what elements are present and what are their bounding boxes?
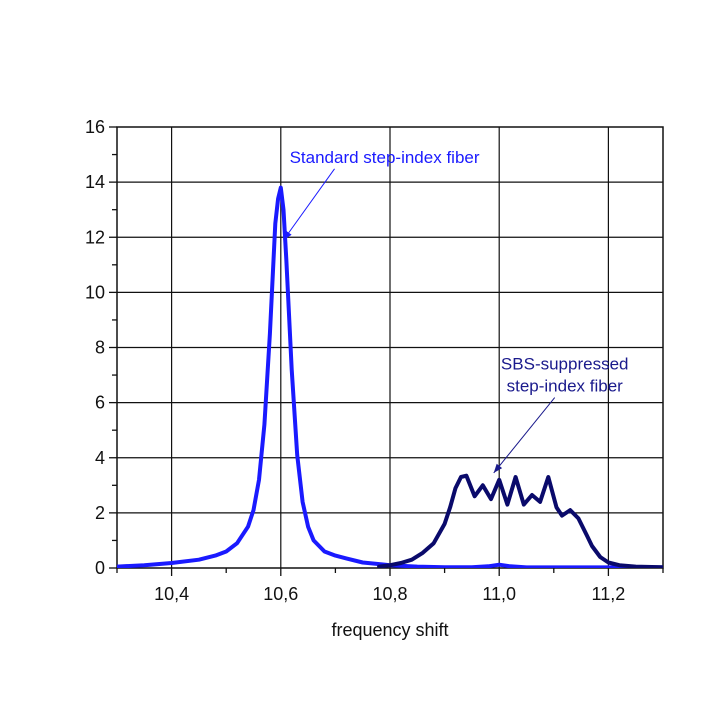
- x-tick-label: 10,6: [263, 584, 298, 604]
- annotation-label-1: Standard step-index fiber: [290, 148, 480, 167]
- x-tick-label: 10,8: [372, 584, 407, 604]
- y-tick-label: 2: [95, 503, 105, 523]
- annotation-arrowhead-1: [283, 230, 292, 241]
- y-tick-label: 10: [85, 282, 105, 302]
- annotation-label-2: step-index fiber: [507, 377, 624, 396]
- x-tick-label: 10,4: [154, 584, 189, 604]
- annotation-arrow-1: [283, 168, 335, 241]
- x-tick-label: 11,0: [482, 584, 516, 604]
- x-axis-title: frequency shift: [331, 620, 448, 640]
- annotation-arrow-2: [493, 397, 556, 474]
- y-tick-label: 12: [85, 227, 105, 247]
- annotation-arrowhead-2: [493, 463, 503, 473]
- y-tick-label: 0: [95, 558, 105, 578]
- y-tick-label: 14: [85, 172, 105, 192]
- x-tick-label: 11,2: [592, 584, 626, 604]
- y-tick-label: 4: [95, 448, 105, 468]
- series-group: [117, 185, 663, 568]
- y-tick-label: 8: [95, 338, 105, 358]
- series-line-2: [377, 473, 663, 568]
- y-tick-label: 6: [95, 393, 105, 413]
- y-tick-label: 16: [85, 117, 105, 137]
- annotation-label-2: SBS-suppressed: [501, 355, 629, 374]
- series-line-1: [117, 185, 663, 568]
